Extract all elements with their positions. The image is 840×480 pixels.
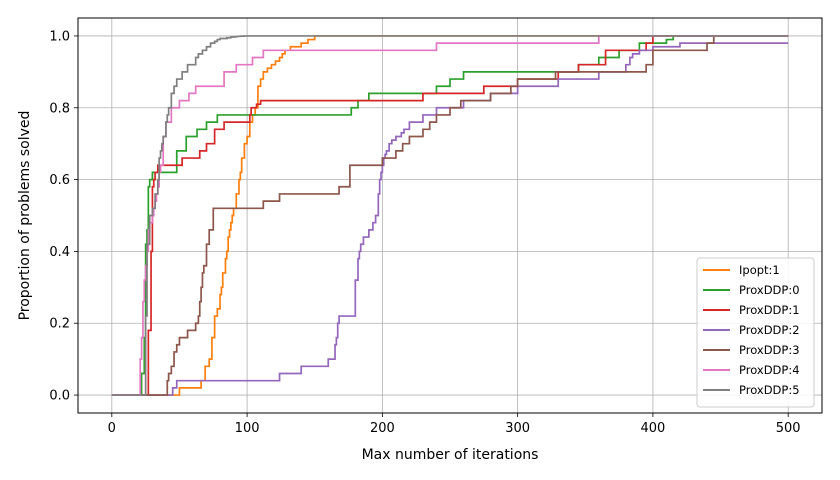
y-tick-label: 0.2 bbox=[49, 317, 70, 332]
y-tick-label: 1.0 bbox=[49, 29, 70, 44]
legend-label-proxddp-2: ProxDDP:2 bbox=[739, 323, 800, 337]
x-tick-label: 400 bbox=[640, 421, 665, 436]
y-tick-label: 0.0 bbox=[49, 389, 70, 404]
legend: Ipopt:1 ProxDDP:0 ProxDDP:1 ProxDDP:2 ProxDD… bbox=[696, 257, 815, 408]
series-line-proxddp-3 bbox=[111, 35, 789, 396]
series-line-ipopt-1 bbox=[111, 35, 789, 396]
axis-ticks: 0 100 200 300 400 500 0.0 0.2 0.4 0.6 0.8 1.0 bbox=[49, 29, 800, 436]
legend-label-proxddp-5: ProxDDP:5 bbox=[739, 383, 800, 397]
x-tick-label: 100 bbox=[235, 421, 260, 436]
legend-label-proxddp-1: ProxDDP:1 bbox=[739, 303, 800, 317]
grid bbox=[78, 18, 822, 413]
x-axis-title: Max number of iterations bbox=[362, 447, 539, 463]
series-lines bbox=[111, 35, 789, 396]
series-line-proxddp-1 bbox=[111, 35, 789, 396]
legend-label-ipopt-1: Ipopt:1 bbox=[739, 263, 780, 277]
x-tick-label: 200 bbox=[370, 421, 395, 436]
x-tick-label: 0 bbox=[108, 421, 116, 436]
plot-frame bbox=[77, 17, 823, 414]
legend-label-proxddp-4: ProxDDP:4 bbox=[739, 363, 800, 377]
legend-label-proxddp-3: ProxDDP:3 bbox=[739, 343, 800, 357]
y-tick-label: 0.4 bbox=[49, 245, 70, 260]
y-tick-label: 0.8 bbox=[49, 101, 70, 116]
y-axis-title: Proportion of problems solved bbox=[17, 111, 33, 321]
series-line-proxddp-4 bbox=[111, 35, 789, 396]
series-line-proxddp-5 bbox=[111, 35, 789, 396]
y-tick-label: 0.6 bbox=[49, 173, 70, 188]
x-tick-label: 300 bbox=[505, 421, 530, 436]
legend-label-proxddp-0: ProxDDP:0 bbox=[739, 283, 800, 297]
x-tick-label: 500 bbox=[776, 421, 801, 436]
